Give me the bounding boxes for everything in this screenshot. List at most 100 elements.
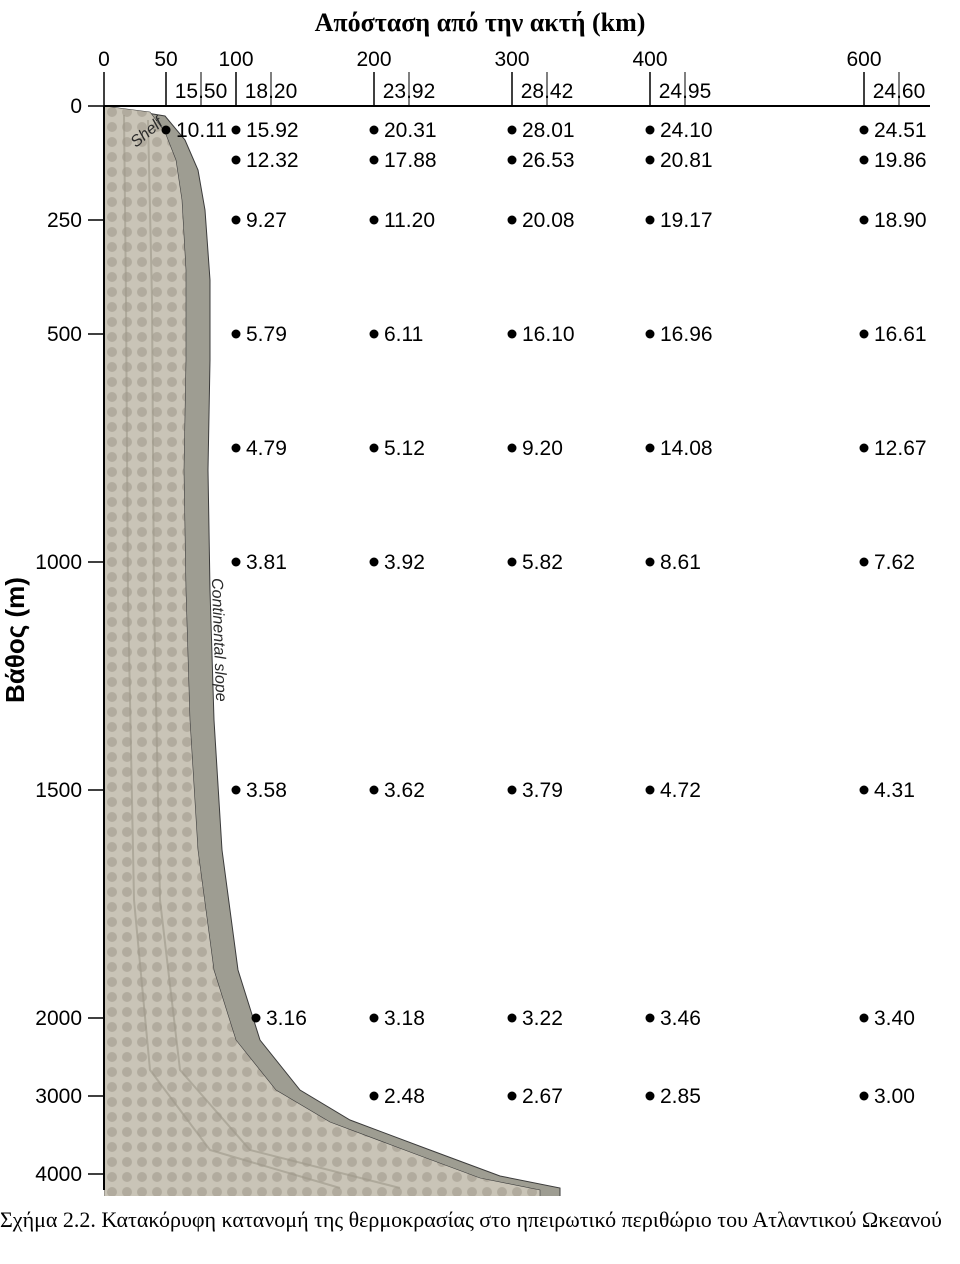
data-point xyxy=(370,558,379,567)
data-point xyxy=(860,558,869,567)
data-point xyxy=(232,126,241,135)
data-point xyxy=(646,216,655,225)
data-point-label: 8.61 xyxy=(660,551,701,574)
data-point-label: 28.01 xyxy=(522,119,575,142)
data-point-label: 5.82 xyxy=(522,551,563,574)
data-point xyxy=(232,444,241,453)
data-point xyxy=(232,330,241,339)
surface-value: 15.50 xyxy=(175,80,228,103)
data-point-label: 12.32 xyxy=(246,149,299,172)
data-point-label: 4.72 xyxy=(660,779,701,802)
data-point xyxy=(508,1014,517,1023)
data-point-label: 7.62 xyxy=(874,551,915,574)
data-point-label: 3.62 xyxy=(384,779,425,802)
y-tick-label: 3000 xyxy=(35,1085,82,1108)
data-point xyxy=(508,126,517,135)
data-point-label: 3.00 xyxy=(874,1085,915,1108)
data-point xyxy=(646,1092,655,1101)
data-point xyxy=(232,786,241,795)
data-point xyxy=(646,156,655,165)
surface-value: 24.95 xyxy=(659,80,712,103)
data-point xyxy=(508,156,517,165)
data-point-label: 2.67 xyxy=(522,1085,563,1108)
data-point-label: 24.10 xyxy=(660,119,713,142)
data-point-label: 3.22 xyxy=(522,1007,563,1030)
x-tick-label: 400 xyxy=(632,48,667,71)
data-point xyxy=(508,444,517,453)
y-axis-title: Βάθος (m) xyxy=(0,577,30,703)
data-point-label: 20.81 xyxy=(660,149,713,172)
data-point-label: 2.85 xyxy=(660,1085,701,1108)
data-point-label: 4.31 xyxy=(874,779,915,802)
data-point-label: 3.46 xyxy=(660,1007,701,1030)
data-point-label: 14.08 xyxy=(660,437,713,460)
data-point xyxy=(860,1014,869,1023)
data-point xyxy=(860,216,869,225)
data-point xyxy=(646,786,655,795)
data-point-label: 12.67 xyxy=(874,437,927,460)
y-tick-label: 1500 xyxy=(35,779,82,802)
data-point-label: 19.86 xyxy=(874,149,927,172)
data-point xyxy=(860,126,869,135)
data-point xyxy=(646,126,655,135)
data-point-label: 19.17 xyxy=(660,209,713,232)
y-tick-label: 4000 xyxy=(35,1163,82,1186)
data-point-label: 16.61 xyxy=(874,323,927,346)
y-tick-label: 2000 xyxy=(35,1007,82,1030)
chart-svg: ShelfContinental slope050100200300400600… xyxy=(0,0,960,1264)
data-point xyxy=(370,786,379,795)
x-tick-label: 0 xyxy=(98,48,110,71)
data-point-label: 24.51 xyxy=(874,119,927,142)
data-point-label: 4.79 xyxy=(246,437,287,460)
x-tick-label: 50 xyxy=(154,48,177,71)
data-point xyxy=(370,444,379,453)
surface-value: 23.92 xyxy=(383,80,436,103)
surface-value: 18.20 xyxy=(245,80,298,103)
surface-value: 28.42 xyxy=(521,80,574,103)
y-tick-label: 0 xyxy=(70,95,82,118)
data-point xyxy=(860,330,869,339)
data-point-label: 16.10 xyxy=(522,323,575,346)
data-point xyxy=(508,786,517,795)
x-tick-label: 200 xyxy=(356,48,391,71)
data-point xyxy=(162,126,171,135)
data-point-label: 9.20 xyxy=(522,437,563,460)
data-point xyxy=(860,786,869,795)
data-point xyxy=(370,156,379,165)
data-point xyxy=(860,444,869,453)
data-point xyxy=(370,126,379,135)
data-point xyxy=(232,156,241,165)
data-point-label: 3.79 xyxy=(522,779,563,802)
data-point-label: 20.31 xyxy=(384,119,437,142)
data-point xyxy=(646,330,655,339)
data-point-label: 3.81 xyxy=(246,551,287,574)
data-point-label: 17.88 xyxy=(384,149,437,172)
data-point xyxy=(370,330,379,339)
x-tick-label: 100 xyxy=(218,48,253,71)
data-point-label: 3.92 xyxy=(384,551,425,574)
figure-page: { "title": { "text": "Απόσταση από την α… xyxy=(0,0,960,1264)
data-point xyxy=(508,330,517,339)
surface-value: 24.60 xyxy=(873,80,926,103)
data-point-label: 16.96 xyxy=(660,323,713,346)
figure-caption: Σχήμα 2.2. Κατακόρυφη κατανομή της θερμο… xyxy=(0,1206,958,1234)
data-point xyxy=(508,558,517,567)
data-point xyxy=(232,216,241,225)
data-point xyxy=(232,558,241,567)
data-point-label: 9.27 xyxy=(246,209,287,232)
data-point-label: 6.11 xyxy=(384,323,423,346)
y-tick-label: 250 xyxy=(47,209,82,232)
data-point xyxy=(860,1092,869,1101)
x-tick-label: 600 xyxy=(846,48,881,71)
data-point xyxy=(370,1014,379,1023)
data-point-label: 3.16 xyxy=(266,1007,307,1030)
data-point-label: 3.40 xyxy=(874,1007,915,1030)
data-point xyxy=(508,1092,517,1101)
data-point-label: 18.90 xyxy=(874,209,927,232)
data-point-label: 5.12 xyxy=(384,437,425,460)
y-tick-label: 1000 xyxy=(35,551,82,574)
data-point xyxy=(646,1014,655,1023)
data-point-label: 26.53 xyxy=(522,149,575,172)
continental-profile xyxy=(104,106,560,1264)
data-point-label: 20.08 xyxy=(522,209,575,232)
